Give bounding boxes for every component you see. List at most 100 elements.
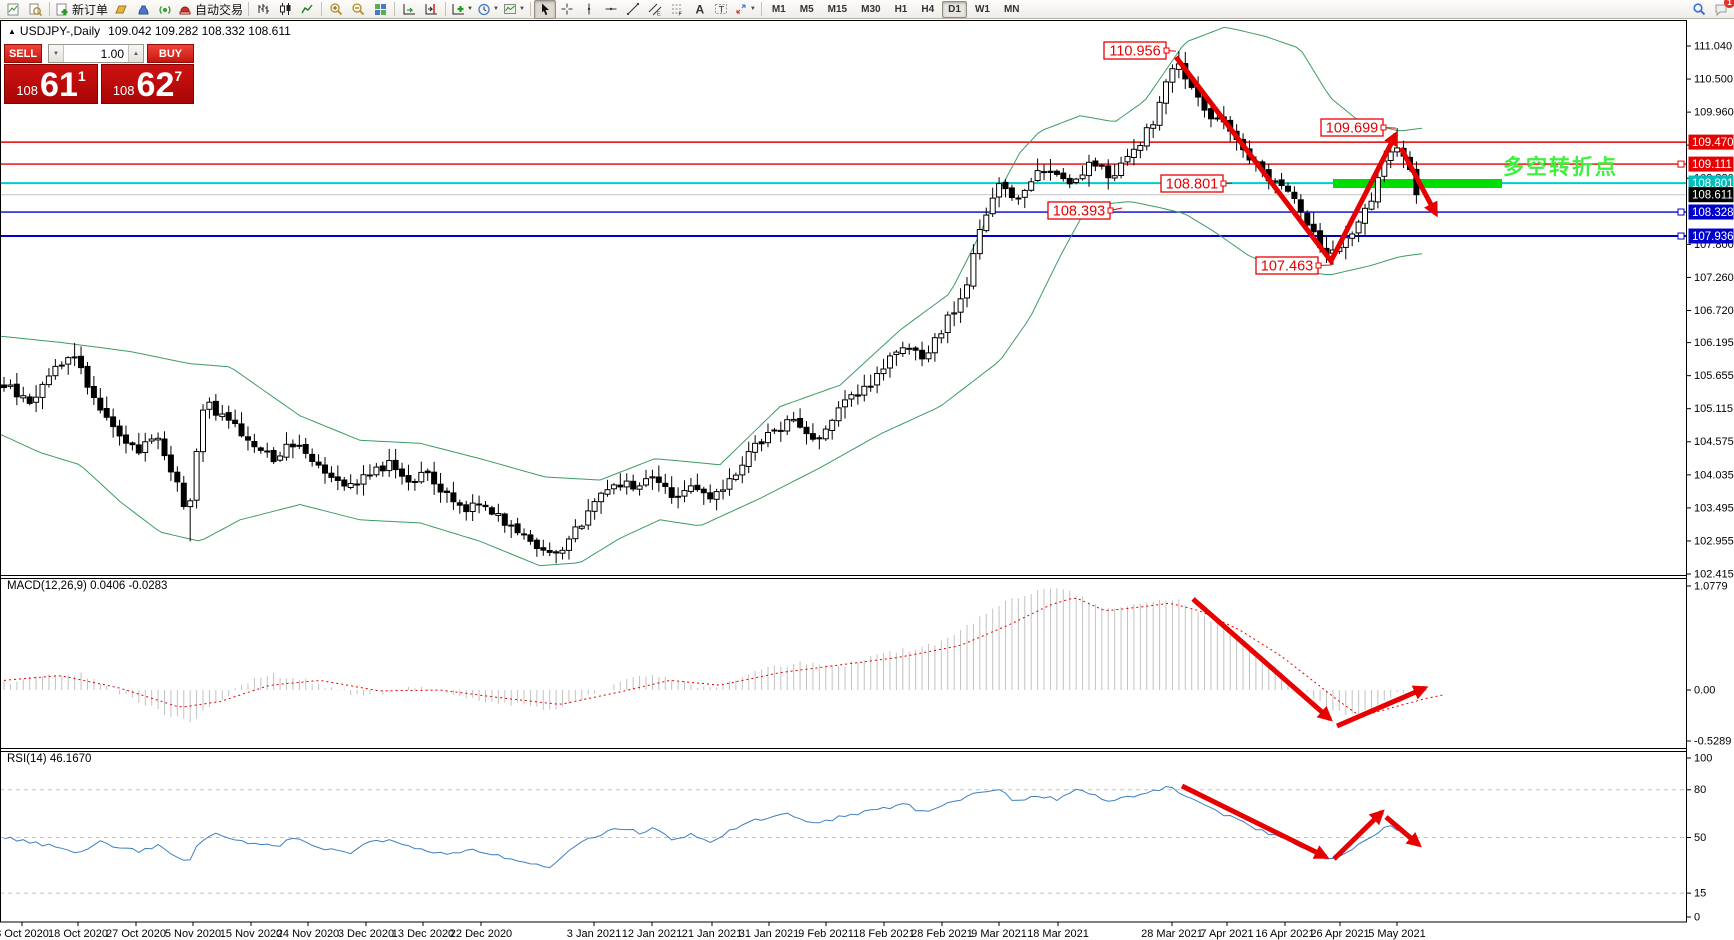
- buy-button[interactable]: BUY: [147, 44, 194, 63]
- search-icon: [1692, 2, 1706, 16]
- svg-text:3 Jan 2021: 3 Jan 2021: [567, 928, 621, 940]
- templates-button[interactable]: ▼: [501, 0, 527, 19]
- collapse-arrow-icon[interactable]: ▲: [8, 27, 16, 36]
- market-watch-button[interactable]: [110, 0, 132, 19]
- svg-text:105.655: 105.655: [1694, 370, 1734, 382]
- axis-price-label: [1688, 175, 1734, 191]
- navigator-button[interactable]: [132, 0, 154, 19]
- indicators-button[interactable]: ▼: [449, 0, 475, 19]
- hline-handle[interactable]: [1677, 160, 1685, 168]
- cursor-button[interactable]: [533, 0, 556, 19]
- timeframe-w1-button[interactable]: W1: [974, 3, 990, 15]
- toolbar-separator: [321, 2, 323, 16]
- svg-text:E: E: [657, 12, 661, 17]
- hline-handle[interactable]: [1677, 208, 1685, 216]
- svg-text:80: 80: [1694, 784, 1706, 796]
- tile-windows-button[interactable]: [369, 0, 391, 19]
- timeframe-m5-button[interactable]: M5: [799, 3, 814, 15]
- zoom-out-button[interactable]: [347, 0, 369, 19]
- axis-price-label: [1688, 134, 1734, 150]
- trade-controls-row: SELL ▼ ▲ BUY: [4, 44, 194, 63]
- trend-arrow[interactable]: [1336, 685, 1429, 729]
- buy-price-prefix: 108: [112, 83, 135, 98]
- timeframe-h1-button[interactable]: H1: [894, 3, 908, 15]
- trend-arrow[interactable]: [1332, 809, 1385, 861]
- svg-text:A: A: [695, 3, 704, 17]
- timeframe-d1-button[interactable]: D1: [942, 0, 967, 18]
- timeframe-m15-button[interactable]: M15: [827, 3, 848, 15]
- zoom-in-button[interactable]: [325, 0, 347, 19]
- symbol-name: USDJPY-,Daily: [19, 24, 101, 38]
- autotrading-button[interactable]: 自动交易: [176, 0, 245, 19]
- horizontal-line-button[interactable]: [600, 0, 622, 19]
- svg-text:26 Apr 2021: 26 Apr 2021: [1310, 928, 1369, 940]
- macd-indicator-label: MACD(12,26,9) 0.0406 -0.0283: [7, 580, 168, 592]
- bar-chart-button[interactable]: [252, 0, 274, 19]
- trend-arrow[interactable]: [1398, 146, 1439, 218]
- svg-text:15 Nov 2020: 15 Nov 2020: [220, 928, 282, 940]
- sell-price-button[interactable]: 108 61 1: [4, 64, 98, 104]
- trend-arrow[interactable]: [1191, 597, 1333, 722]
- svg-text:28 Mar 2021: 28 Mar 2021: [1141, 928, 1203, 940]
- svg-text:109.960: 109.960: [1694, 107, 1734, 119]
- svg-text:108.801: 108.801: [1166, 176, 1218, 192]
- timeframe-h4-button[interactable]: H4: [921, 3, 935, 15]
- periods-icon: [477, 2, 491, 16]
- hline-handle[interactable]: [1677, 232, 1685, 240]
- notification-badge: 1: [1724, 0, 1734, 8]
- text-label-button[interactable]: T: [710, 0, 732, 19]
- new-order-button[interactable]: 新订单: [53, 0, 110, 19]
- svg-text:9 Feb 2021: 9 Feb 2021: [798, 928, 854, 940]
- templates-icon: [503, 2, 517, 16]
- sell-button[interactable]: SELL: [4, 44, 42, 63]
- svg-text:109.111: 109.111: [1692, 159, 1732, 171]
- equidistant-channel-button[interactable]: E: [644, 0, 666, 19]
- chart-shift-button[interactable]: [420, 0, 442, 19]
- chat-button[interactable]: 1: [1710, 0, 1734, 19]
- trend-annotation-layer: [1174, 55, 1439, 861]
- search-button[interactable]: [1688, 0, 1710, 19]
- trend-line-button[interactable]: [622, 0, 644, 19]
- navigator-icon: [136, 2, 150, 16]
- trend-arrow[interactable]: [1384, 815, 1422, 848]
- profiles-button[interactable]: [24, 0, 46, 19]
- periods-button[interactable]: ▼: [475, 0, 501, 19]
- timeframe-m1-button[interactable]: M1: [771, 3, 786, 15]
- trend-arrow[interactable]: [1174, 55, 1399, 266]
- trade-prices-row: 108 61 1 108 62 7: [4, 64, 194, 104]
- market-watch-icon: [114, 2, 128, 16]
- macd-signal-line: [3, 597, 1445, 717]
- signals-button[interactable]: [154, 0, 176, 19]
- fibonacci-button[interactable]: F: [666, 0, 688, 19]
- toolbar-separator: [394, 2, 396, 16]
- panel-borders: [0, 20, 1687, 923]
- volume-decrease-button[interactable]: ▼: [49, 45, 64, 62]
- trend-arrow[interactable]: [1180, 783, 1330, 860]
- toolbar-separator: [49, 2, 50, 16]
- svg-text:16 Apr 2021: 16 Apr 2021: [1255, 928, 1314, 940]
- vertical-line-button[interactable]: [578, 0, 600, 19]
- auto-scroll-button[interactable]: [398, 0, 420, 19]
- crosshair-button[interactable]: [556, 0, 578, 19]
- svg-text:104.575: 104.575: [1694, 436, 1734, 448]
- arrows-button[interactable]: ▼: [732, 0, 758, 19]
- new-order-icon: [55, 2, 69, 16]
- candlestick-chart-button[interactable]: [274, 0, 296, 19]
- new-chart-button[interactable]: [2, 0, 24, 19]
- svg-text:108.328: 108.328: [1692, 207, 1734, 219]
- volume-increase-button[interactable]: ▲: [128, 45, 143, 62]
- sell-price-prefix: 108: [16, 83, 39, 98]
- text-button[interactable]: A: [688, 0, 710, 19]
- timeframe-m30-button[interactable]: M30: [861, 3, 881, 15]
- volume-input[interactable]: [64, 45, 128, 62]
- annotation-note-text[interactable]: 多空转折点: [1503, 156, 1618, 179]
- svg-text:106.195: 106.195: [1694, 337, 1734, 349]
- svg-text:109.470: 109.470: [1692, 137, 1734, 149]
- svg-text:18 Oct 2020: 18 Oct 2020: [48, 928, 108, 940]
- buy-price-button[interactable]: 108 62 7: [101, 64, 194, 104]
- svg-text:18 Feb 2021: 18 Feb 2021: [853, 928, 915, 940]
- timeframe-mn-button[interactable]: MN: [1003, 3, 1020, 15]
- line-chart-button[interactable]: [296, 0, 318, 19]
- svg-text:107.936: 107.936: [1692, 231, 1734, 243]
